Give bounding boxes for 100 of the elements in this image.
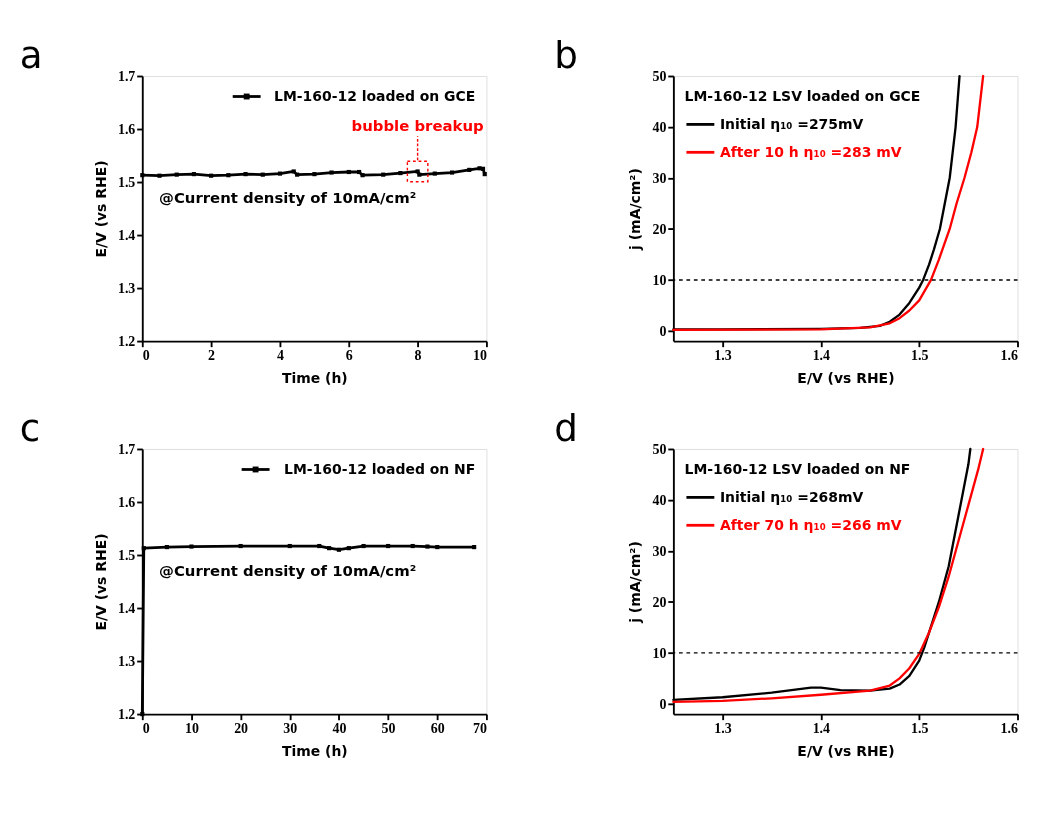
legend-label: LM-160-12 loaded on GCE (274, 88, 476, 105)
y-tick-label: 10 (652, 273, 667, 289)
point (472, 545, 477, 550)
chart-title: b (554, 32, 578, 77)
point (191, 172, 197, 177)
point (189, 544, 194, 549)
legend-label: After 10 h η₁₀ =283 mV (719, 143, 902, 160)
y-tick-label: 10 (652, 646, 667, 662)
y-axis-title: j (mA/cm²) (627, 168, 644, 251)
x-tick-label: 50 (381, 721, 396, 737)
annotation: @Current density of 10mA/cm² (159, 188, 417, 207)
y-tick-label: 1.5 (117, 548, 136, 564)
x-tick-label: 6 (345, 348, 353, 364)
point (336, 547, 342, 552)
point (432, 171, 437, 176)
point (360, 173, 365, 178)
legend-label: LM-160-12 loaded on NF (284, 461, 476, 478)
x-tick-label: 60 (430, 721, 445, 737)
x-axis-title: Time (h) (281, 743, 348, 760)
x-tick-label: 70 (472, 721, 487, 737)
point (480, 166, 486, 171)
point (361, 543, 366, 549)
point (417, 172, 422, 177)
x-tick-label: 0 (142, 721, 150, 737)
legend-title: LM-160-12 LSV loaded on NF (684, 461, 911, 478)
y-tick-label: 0 (659, 697, 667, 713)
y-tick-label: 1.4 (117, 228, 136, 244)
x-tick-label: 1.6 (1000, 721, 1019, 737)
y-tick-label: 1.3 (117, 654, 136, 670)
x-tick-label: 30 (283, 721, 298, 737)
y-tick-label: 30 (652, 171, 667, 187)
y-axis-title: j (mA/cm²) (627, 541, 644, 624)
y-tick-label: 1.4 (117, 601, 136, 617)
x-tick-label: 1.4 (812, 721, 831, 737)
point (425, 544, 430, 549)
point (140, 712, 145, 717)
point (295, 172, 300, 177)
point (260, 172, 265, 177)
y-tick-label: 30 (652, 544, 667, 560)
x-tick-label: 1.6 (1000, 348, 1019, 364)
point (477, 166, 482, 171)
y-tick-label: 0 (659, 324, 667, 340)
x-tick-label: 1.5 (910, 348, 929, 364)
x-tick-label: 10 (184, 721, 199, 737)
y-tick-label: 20 (652, 222, 667, 238)
y-tick-label: 50 (652, 442, 667, 458)
point (141, 546, 146, 551)
y-tick-label: 50 (652, 69, 667, 85)
y-tick-label: 40 (652, 120, 667, 136)
x-axis-title: E/V (vs RHE) (797, 370, 895, 387)
annotation: @Current density of 10mA/cm² (159, 561, 417, 580)
y-tick-label: 1.7 (117, 442, 136, 458)
point (140, 173, 145, 178)
x-tick-label: 8 (414, 348, 422, 364)
point (449, 170, 455, 175)
y-tick-label: 20 (652, 595, 667, 611)
x-axis-title: E/V (vs RHE) (797, 743, 895, 760)
x-tick-label: 1.3 (714, 721, 732, 737)
chart-title: c (19, 405, 41, 450)
y-tick-label: 1.2 (117, 334, 136, 350)
y-tick-label: 1.7 (117, 69, 136, 85)
x-tick-label: 4 (276, 348, 284, 364)
point (317, 543, 322, 549)
x-tick-label: 1.5 (910, 721, 929, 737)
point (346, 546, 351, 551)
point (291, 169, 296, 174)
chart-title: a (19, 32, 43, 77)
chart-title: d (554, 405, 578, 450)
point (346, 169, 351, 175)
x-tick-label: 10 (472, 348, 487, 364)
point (157, 173, 162, 178)
y-tick-label: 1.3 (117, 281, 136, 297)
y-tick-label: 1.6 (117, 122, 136, 138)
point (209, 173, 214, 178)
x-tick-label: 40 (332, 721, 347, 737)
x-tick-label: 1.3 (714, 348, 732, 364)
point (398, 170, 403, 176)
point (482, 172, 487, 177)
x-tick-label: 0 (142, 348, 150, 364)
point (238, 543, 243, 549)
point (312, 172, 317, 177)
legend-label: After 70 h η₁₀ =266 mV (719, 516, 902, 533)
annotation: bubble breakup (351, 117, 484, 136)
point (410, 543, 415, 549)
point (277, 171, 283, 176)
y-tick-label: 1.2 (117, 707, 136, 723)
point (243, 172, 248, 177)
point (327, 546, 332, 551)
point (226, 173, 231, 178)
x-tick-label: 2 (208, 348, 216, 364)
point (174, 172, 179, 177)
y-tick-label: 1.6 (117, 495, 136, 511)
x-tick-label: 1.4 (812, 348, 831, 364)
y-axis-title: E/V (vs RHE) (92, 533, 109, 631)
legend-title: LM-160-12 LSV loaded on GCE (684, 88, 921, 105)
point (329, 170, 334, 175)
y-tick-label: 1.5 (117, 175, 136, 191)
point (435, 545, 440, 550)
point (386, 543, 391, 549)
point (164, 545, 169, 550)
